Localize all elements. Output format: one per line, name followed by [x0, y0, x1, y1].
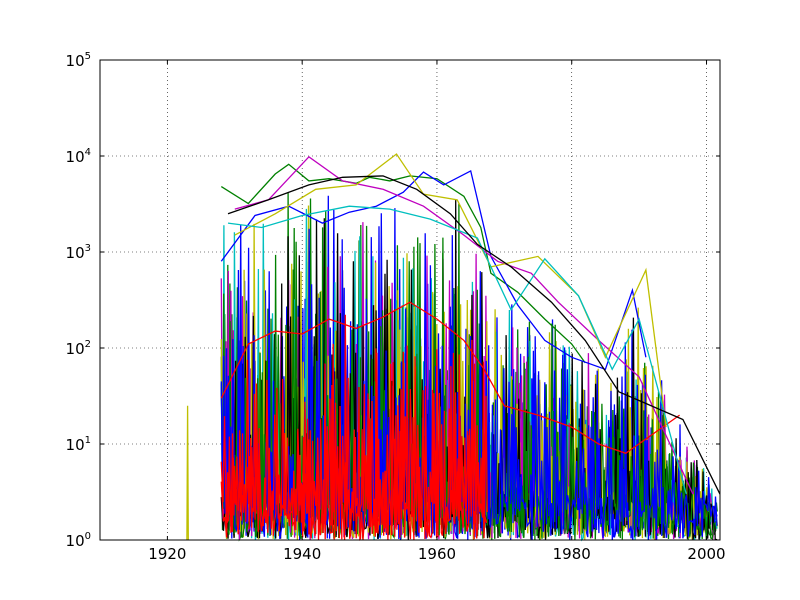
plot-frame [99, 59, 721, 541]
series-line [220, 343, 488, 540]
x-tick-label: 1920 [148, 545, 186, 563]
x-tick-label: 2000 [687, 545, 725, 563]
y-tick-label: 103 [66, 243, 91, 262]
y-tick-label: 102 [66, 339, 91, 358]
series-line [220, 169, 647, 371]
series-line [227, 205, 687, 495]
tick-layer: 1920 1940 1960 1980 2000 100 101 102 103 104 105 [66, 51, 726, 563]
series-line [220, 314, 488, 541]
series-line [227, 175, 721, 495]
series-line [220, 163, 586, 364]
y-tick-label: 104 [66, 147, 91, 166]
series-line [186, 405, 189, 541]
y-tick-label: 105 [66, 51, 91, 70]
series-layer [186, 153, 721, 541]
x-tick-label: 1980 [553, 545, 591, 563]
y-tick-label: 100 [66, 531, 91, 550]
x-tick-label: 1960 [418, 545, 456, 563]
series-line [234, 153, 667, 428]
noise-layer [220, 192, 719, 542]
y-tick-label: 101 [66, 435, 91, 454]
x-tick-label: 1940 [283, 545, 321, 563]
series-line [220, 301, 680, 455]
